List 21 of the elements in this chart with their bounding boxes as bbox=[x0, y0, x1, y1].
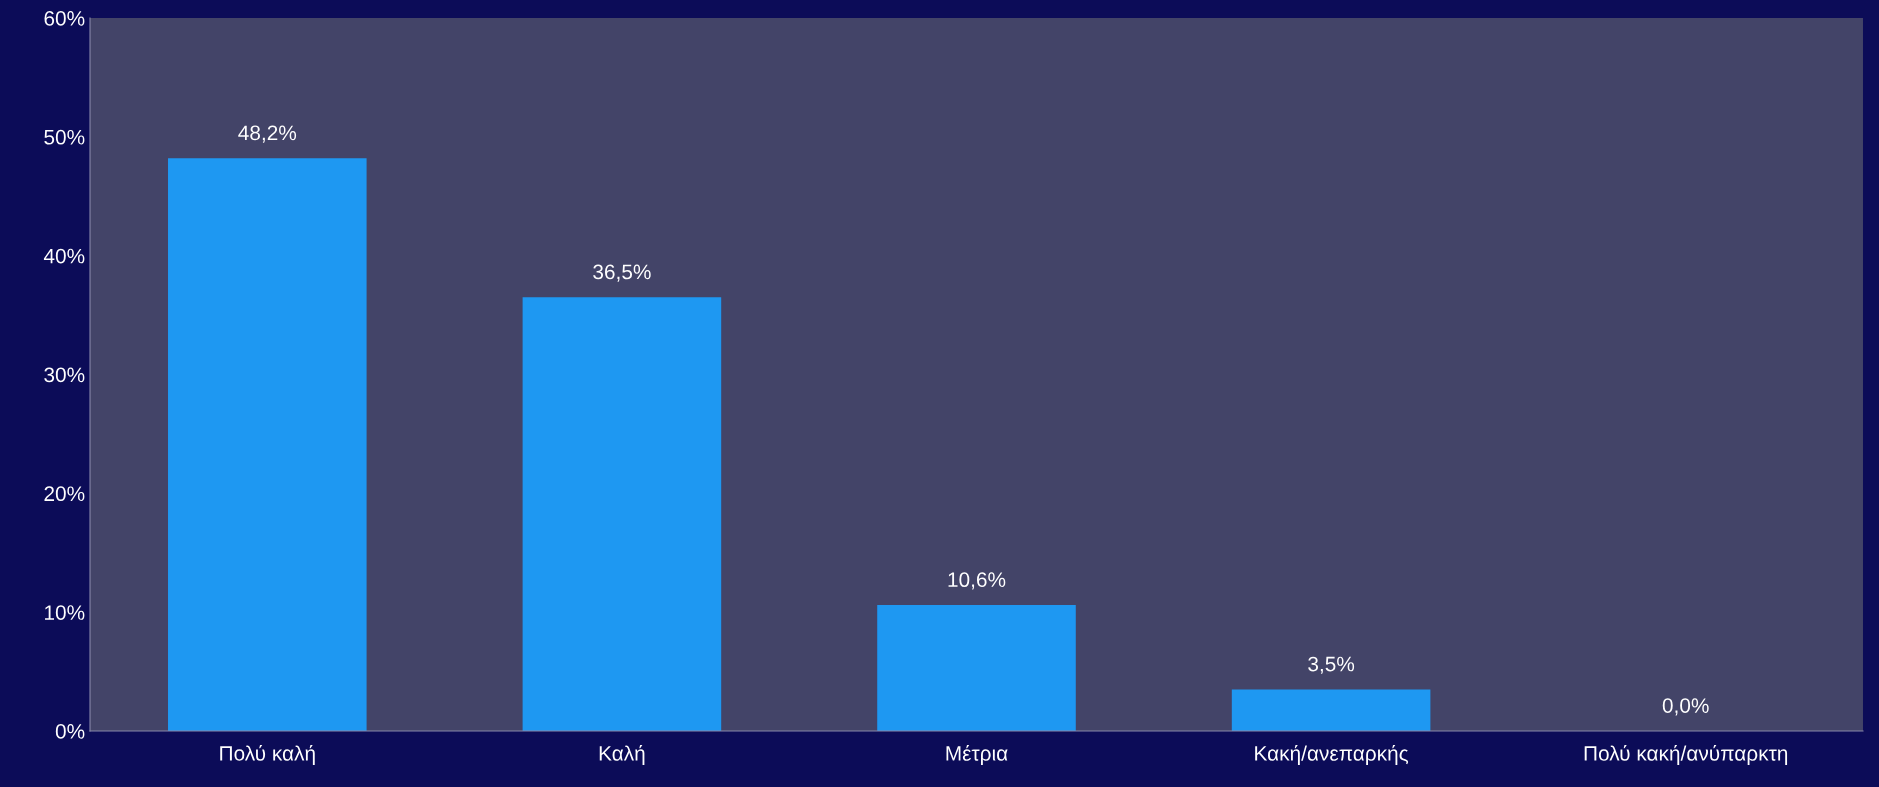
y-tick-label: 0% bbox=[55, 724, 85, 739]
x-tick-label: Καλή bbox=[599, 744, 645, 765]
y-tick-label: 30% bbox=[44, 367, 85, 383]
data-label: 0,0% bbox=[1662, 698, 1709, 716]
x-tick-label: Πολύ κακή/ανύπαρκτη bbox=[1584, 744, 1788, 765]
data-label: 3,5% bbox=[1308, 656, 1355, 674]
data-label: 36,5% bbox=[593, 264, 651, 282]
x-tick-label: Μέτρια bbox=[946, 744, 1008, 765]
x-tick-label: Πολύ καλή bbox=[220, 744, 315, 765]
y-tick-label: 10% bbox=[45, 605, 85, 620]
y-tick-label: 20% bbox=[44, 486, 85, 502]
data-label: 48,2% bbox=[238, 125, 297, 143]
y-tick-label: 50% bbox=[44, 129, 85, 145]
data-label: 10,6% bbox=[948, 572, 1006, 590]
x-tick-label: Κακή/ανεπαρκής bbox=[1255, 744, 1409, 765]
y-tick-label: 40% bbox=[43, 248, 85, 264]
bar bbox=[1231, 689, 1431, 731]
bar bbox=[168, 158, 367, 731]
bar bbox=[522, 297, 722, 731]
y-tick-label: 60% bbox=[44, 11, 85, 26]
bar bbox=[877, 605, 1076, 731]
